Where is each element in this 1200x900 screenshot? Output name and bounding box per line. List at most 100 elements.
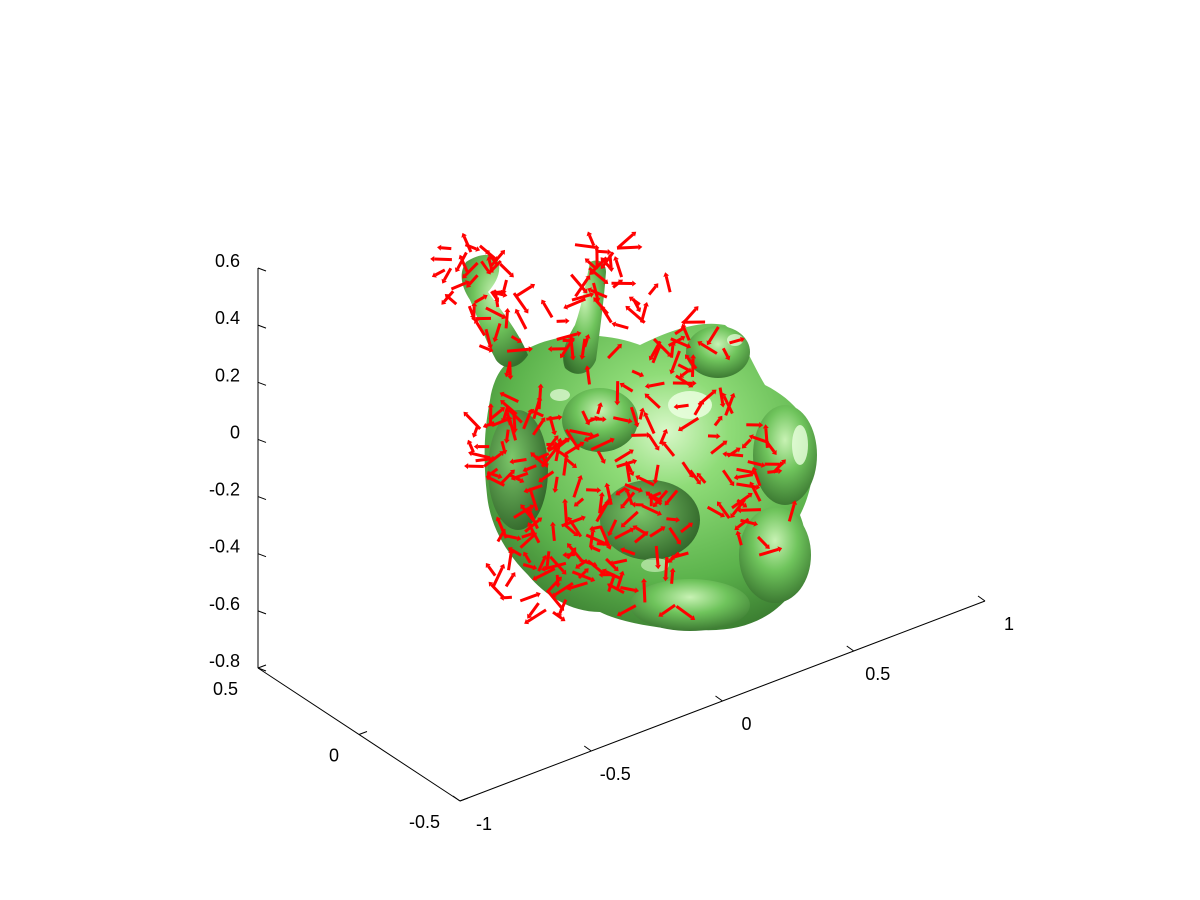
arrow-shaft — [605, 486, 613, 506]
arrow-head — [638, 487, 643, 493]
y-tick-label: 0 — [329, 746, 339, 766]
normal-arrow — [604, 482, 613, 506]
arrow-head — [569, 356, 576, 361]
arrow-head — [522, 466, 528, 473]
arrow-head — [725, 355, 731, 361]
normal-arrow — [762, 424, 769, 449]
surface-highlight — [668, 391, 712, 419]
arrow-shaft — [569, 335, 575, 357]
arrow-head — [530, 452, 536, 458]
normal-arrow — [641, 504, 662, 516]
normal-arrow — [499, 262, 514, 278]
normal-arrow — [654, 545, 661, 570]
arrow-head — [733, 474, 739, 481]
arrow-shaft — [588, 266, 607, 283]
normal-arrow — [467, 305, 476, 320]
arrow-shaft — [515, 311, 528, 330]
arrow-head — [759, 422, 764, 428]
arrow-shaft — [740, 508, 761, 512]
normal-arrow — [601, 568, 621, 580]
normal-arrow — [461, 232, 473, 253]
arrow-shaft — [654, 545, 660, 566]
arrow-head — [500, 528, 506, 534]
surface-highlight — [792, 425, 808, 465]
arrow-shaft — [474, 295, 485, 304]
arrow-shaft — [546, 437, 558, 451]
normal-arrow — [706, 505, 725, 518]
arrow-shaft — [669, 551, 680, 562]
arrow-shaft — [581, 410, 590, 423]
arrow-shaft — [467, 274, 479, 286]
arrow-head — [527, 522, 533, 528]
arrow-shaft — [718, 387, 725, 404]
arrow-head — [623, 460, 630, 465]
arrow-shaft — [647, 492, 663, 506]
arrow-shaft — [563, 502, 568, 524]
normal-arrow — [488, 407, 505, 422]
arrow-head — [667, 557, 673, 563]
normal-arrow — [740, 518, 758, 527]
arrow-shaft — [564, 442, 582, 456]
arrow-shaft — [680, 523, 691, 534]
arrow-head — [524, 619, 530, 625]
z-tick-label: 0 — [230, 422, 240, 442]
arrow-shaft — [493, 323, 502, 339]
arrow-head — [681, 319, 685, 326]
arrow-shaft — [532, 419, 545, 436]
arrow-shaft — [490, 583, 505, 599]
arrow-head — [488, 347, 494, 353]
arrow-head — [470, 314, 476, 320]
normal-arrow — [616, 244, 643, 251]
normal-arrow — [724, 392, 736, 416]
arrow-head — [748, 434, 754, 440]
arrow-head — [527, 507, 533, 513]
arrow-head — [500, 407, 505, 412]
arrow-head — [615, 490, 621, 496]
normal-arrow — [600, 251, 615, 269]
normal-arrow — [441, 267, 453, 284]
z-tick-mark — [257, 610, 267, 615]
arrow-head — [475, 246, 481, 252]
arrow-head — [717, 415, 723, 421]
arrow-shaft — [736, 482, 757, 489]
arrow-head — [680, 335, 686, 341]
arrow-head — [537, 383, 544, 388]
arrow-head — [486, 256, 493, 261]
arrow-head — [441, 278, 447, 284]
arrow-shaft — [670, 571, 675, 584]
arrow-head — [543, 463, 549, 468]
arrow-head — [540, 565, 546, 572]
arrow-head — [607, 249, 612, 255]
arrow-shaft — [564, 428, 579, 448]
arrow-head — [688, 472, 694, 478]
arrow-shaft — [526, 608, 547, 623]
arrow-shaft — [670, 345, 675, 358]
arrow-head — [553, 435, 559, 441]
arrow-head — [742, 502, 748, 508]
arrow-head — [562, 498, 569, 503]
arrow-shaft — [609, 584, 625, 595]
arrow-shaft — [752, 470, 762, 487]
arrow-head — [632, 525, 638, 531]
arrow-head — [678, 426, 683, 432]
normal-arrow — [611, 321, 629, 330]
arrow-shaft — [528, 524, 541, 544]
normal-arrow — [664, 489, 679, 506]
arrow-head — [576, 330, 582, 337]
arrow-shaft — [529, 490, 539, 511]
arrow-head — [722, 451, 727, 457]
arrow-shaft — [644, 414, 656, 435]
normal-arrow — [746, 422, 764, 428]
normal-arrow — [480, 260, 491, 275]
arrow-shaft — [475, 457, 493, 463]
arrow-head — [499, 391, 505, 398]
arrow-shaft — [689, 469, 700, 483]
arrow-shaft — [601, 251, 615, 267]
normal-arrow — [625, 305, 646, 324]
arrow-head — [601, 568, 607, 574]
arrow-shaft — [516, 285, 533, 297]
arrow-shaft — [670, 350, 681, 372]
arrow-head — [584, 334, 591, 339]
arrow-head — [719, 403, 726, 408]
arrow-head — [509, 272, 514, 278]
